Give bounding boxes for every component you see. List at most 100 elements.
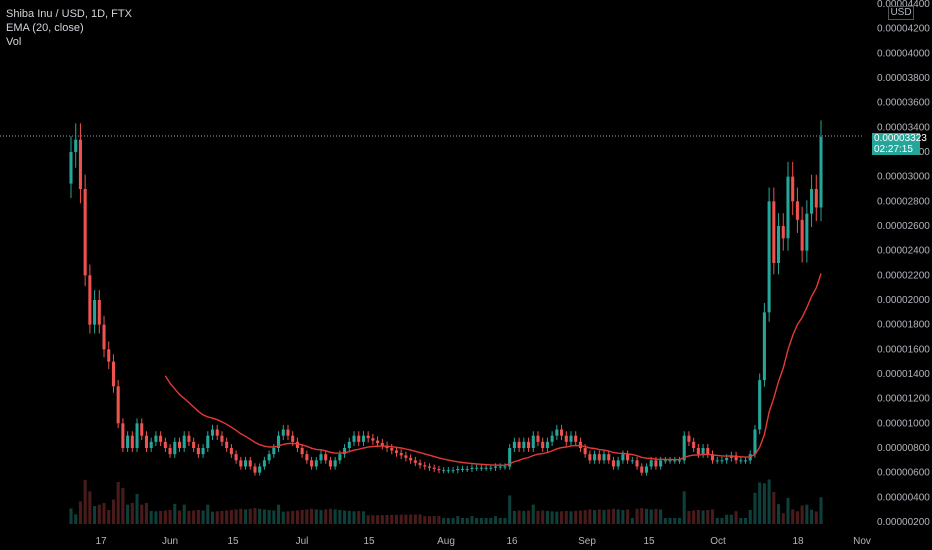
candle-body: [116, 386, 120, 424]
volume-bar: [517, 510, 521, 524]
candle-body: [644, 466, 649, 473]
last-price-value: 0.00003323: [874, 133, 927, 144]
time-tick-label: Aug: [437, 536, 455, 547]
volume-bar: [465, 518, 469, 524]
volume-bar: [781, 513, 785, 524]
candle-body: [262, 460, 266, 467]
volume-bar: [588, 509, 592, 524]
volume-bar: [333, 509, 337, 524]
time-tick-label: Jun: [162, 536, 178, 547]
candle-body: [248, 460, 252, 467]
candle-body: [720, 460, 724, 462]
candle-body: [753, 429, 757, 455]
volume-bar: [767, 479, 771, 524]
volume-bar: [390, 514, 394, 524]
candle-body: [701, 448, 705, 455]
volume-bar: [328, 508, 332, 524]
candle-body: [649, 460, 653, 467]
time-axis[interactable]: 17 Jun 15 Jul 15 Aug 16 Sep 15 Oct 18 Nov: [95, 536, 870, 547]
volume-bar: [805, 504, 809, 524]
candle-body: [602, 454, 606, 461]
candle-body: [192, 441, 196, 448]
volume-bar: [116, 482, 120, 524]
candle-body: [626, 454, 630, 461]
volume-bar: [140, 504, 144, 524]
candle-body: [654, 460, 658, 467]
volume-bar: [338, 510, 342, 524]
candle-body: [564, 435, 568, 442]
candle-body: [328, 460, 332, 467]
candle-body: [621, 454, 625, 461]
candle-body: [168, 448, 172, 455]
candle-body: [319, 454, 323, 461]
candle-body: [88, 275, 92, 325]
volume-bar: [814, 511, 818, 524]
candle-body: [446, 470, 450, 472]
symbol-title[interactable]: Shiba Inu / USD, 1D, FTX: [6, 8, 132, 20]
candle-body: [498, 466, 502, 468]
candle-body: [743, 460, 748, 462]
candle-body: [531, 435, 535, 448]
ema-indicator-label[interactable]: EMA (20, close): [6, 22, 84, 34]
volume-bar: [489, 518, 493, 524]
volume-bar: [531, 504, 535, 524]
volume-bar: [376, 515, 380, 524]
candle-body: [371, 438, 375, 441]
candle-body: [243, 460, 248, 467]
candle-body: [390, 448, 394, 451]
candle-body: [725, 457, 729, 461]
candle-body: [508, 448, 512, 467]
candle-body: [810, 189, 814, 214]
volume-bar: [380, 515, 384, 524]
volume-bar: [248, 508, 252, 524]
price-tick-label: 0.00001800: [877, 320, 930, 331]
time-tick-label: 15: [643, 536, 655, 547]
candle-body: [173, 441, 177, 455]
candle-body: [512, 441, 516, 448]
price-tick-label: 0.00004000: [877, 48, 930, 59]
candle-body: [465, 468, 469, 470]
candle-body: [536, 435, 540, 442]
candle-body: [286, 429, 290, 436]
candle-body: [182, 435, 186, 448]
volume-bar: [168, 510, 172, 524]
candle-body: [201, 448, 205, 455]
candle-body: [126, 435, 130, 448]
volume-bar: [569, 511, 573, 524]
volume-bar: [324, 509, 328, 524]
candle-body: [163, 441, 167, 448]
candle-body: [630, 460, 634, 462]
candle-body: [758, 380, 762, 430]
price-tick-label: 0.00004200: [877, 24, 930, 35]
volume-bar: [602, 510, 606, 524]
currency-badge[interactable]: USD: [888, 6, 914, 20]
volume-bar: [272, 510, 276, 524]
volume-bar: [413, 514, 417, 524]
candle-body: [220, 435, 224, 442]
candle-body: [437, 468, 441, 471]
price-tick-label: 0.00000800: [877, 443, 930, 454]
candle-body: [607, 454, 611, 461]
price-tick-label: 0.00003600: [877, 98, 930, 109]
candle-body: [456, 468, 460, 471]
volume-bar: [795, 511, 799, 524]
candle-body: [366, 435, 370, 439]
volume-bar: [772, 491, 776, 524]
candle-body: [795, 201, 799, 220]
price-tick-label: 0.00001200: [877, 394, 930, 405]
candle-body: [107, 349, 111, 362]
volume-bar: [663, 518, 667, 524]
candle-body: [545, 441, 549, 448]
time-tick-label: 16: [506, 536, 518, 547]
candle-body: [258, 466, 262, 473]
candle-body: [352, 435, 356, 442]
volume-indicator-label[interactable]: Vol: [6, 36, 22, 48]
candle-body: [361, 435, 365, 442]
price-tick-label: 0.00000200: [877, 517, 930, 528]
volume-bar: [630, 518, 634, 524]
candle-body: [668, 460, 672, 462]
candle-body: [225, 441, 229, 448]
volume-bar: [701, 510, 705, 524]
candle-body: [635, 460, 639, 467]
